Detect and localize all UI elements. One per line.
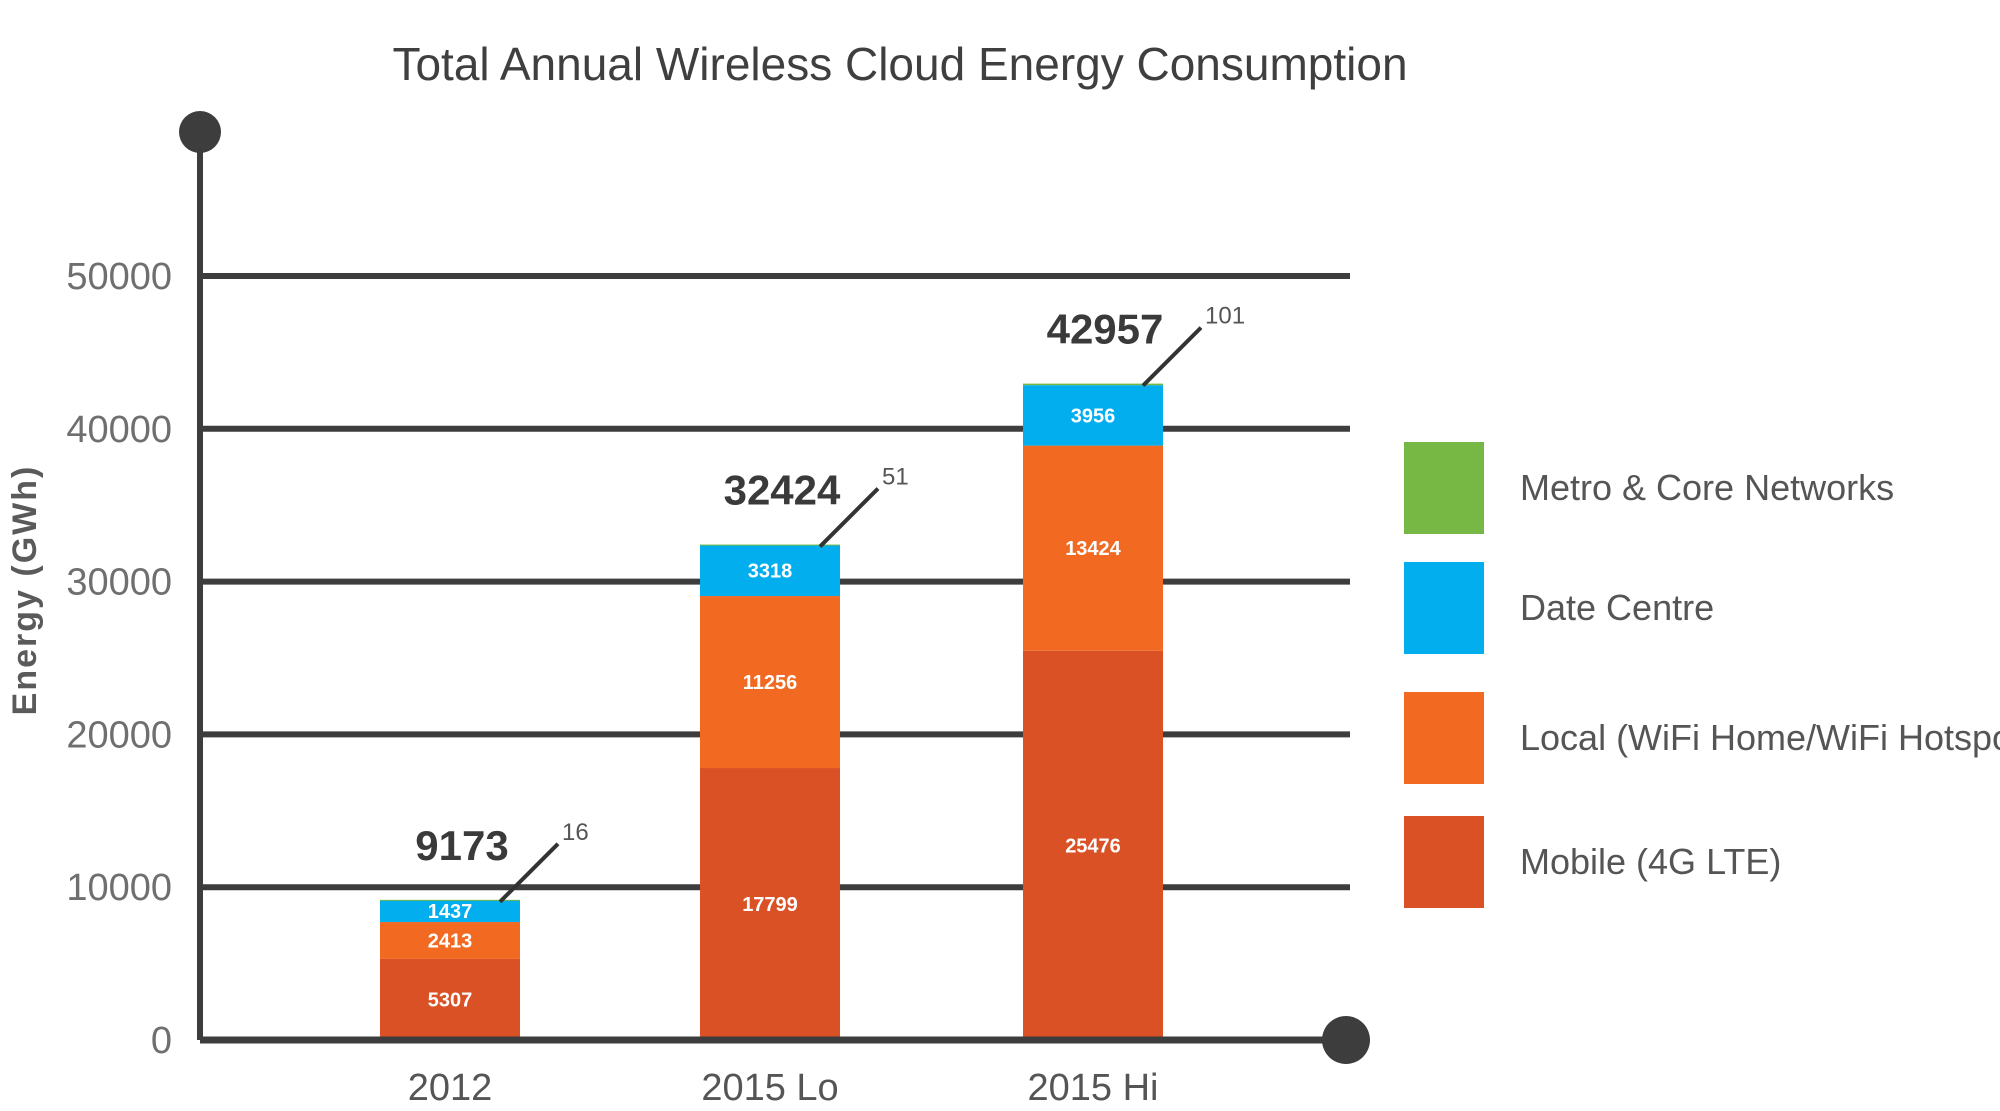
bar-total-label: 32424: [724, 467, 841, 514]
axis-layer: [179, 111, 1370, 1064]
bar-segment: [380, 922, 520, 959]
y-tick-label: 20000: [66, 714, 172, 756]
bar-segment: [1023, 383, 1163, 386]
bar-segment: [380, 899, 520, 901]
bar-segment: [700, 545, 840, 597]
bar-segment: [700, 768, 840, 1040]
callout-value-label: 16: [562, 819, 589, 846]
bar-segment: [1023, 385, 1163, 446]
segment-value-label: 3318: [748, 561, 793, 583]
legend-label: Date Centre: [1520, 587, 1714, 628]
callout-value-label: 101: [1205, 303, 1245, 330]
legend-swatch: [1404, 562, 1484, 654]
legend-label: Local (WiFi Home/WiFi Hotspot): [1520, 717, 2000, 758]
legend-label: Metro & Core Networks: [1520, 467, 1894, 508]
legend: Metro & Core Networks Date Centre Local (W…: [1404, 442, 2000, 908]
bar-total-label: 42957: [1047, 306, 1164, 353]
y-axis-end-dot: [179, 111, 221, 153]
legend-label: Mobile (4G LTE): [1520, 841, 1781, 882]
legend-swatch: [1404, 692, 1484, 784]
segment-value-label: 13424: [1065, 538, 1121, 560]
y-tick-label: 50000: [66, 256, 172, 298]
bars-layer: [380, 383, 1163, 1040]
bar-segment: [700, 596, 840, 769]
y-tick-label: 30000: [66, 562, 172, 604]
chart-title: Total Annual Wireless Cloud Energy Consu…: [392, 38, 1407, 90]
callout-value-label: 51: [882, 464, 909, 491]
segment-value-label: 11256: [743, 672, 798, 694]
y-tick-label: 40000: [66, 409, 172, 451]
callout-line: [818, 487, 880, 548]
legend-swatch: [1404, 442, 1484, 534]
segment-value-label: 5307: [428, 989, 473, 1011]
legend-swatch: [1404, 816, 1484, 908]
x-tick-label: 2015 Hi: [1028, 1067, 1159, 1106]
x-tick-label: 2015 Lo: [701, 1067, 838, 1106]
bar-segment: [1023, 650, 1163, 1040]
bar-segment: [380, 958, 520, 1040]
labels-layer: 0 10000 20000 30000 40000 50000 5307 2413 1437 16…: [66, 256, 1245, 1109]
bar-total-label: 9173: [415, 822, 508, 869]
callout-line: [1141, 326, 1203, 388]
y-tick-label: 0: [151, 1020, 172, 1062]
segment-value-label: 25476: [1065, 835, 1121, 857]
segment-value-label: 2413: [428, 930, 473, 952]
bar-segment: [1023, 445, 1163, 651]
segment-value-label: 17799: [742, 894, 798, 916]
bar-segment: [380, 900, 520, 923]
x-tick-label: 2012: [408, 1067, 493, 1106]
x-axis-end-dot: [1322, 1016, 1370, 1064]
segment-value-label: 3956: [1071, 405, 1116, 427]
segment-value-label: 1437: [428, 901, 473, 923]
y-tick-label: 10000: [66, 867, 172, 909]
callout-line: [498, 842, 560, 904]
bar-segment: [700, 544, 840, 546]
y-axis-label: Energy (GWh): [6, 465, 44, 716]
